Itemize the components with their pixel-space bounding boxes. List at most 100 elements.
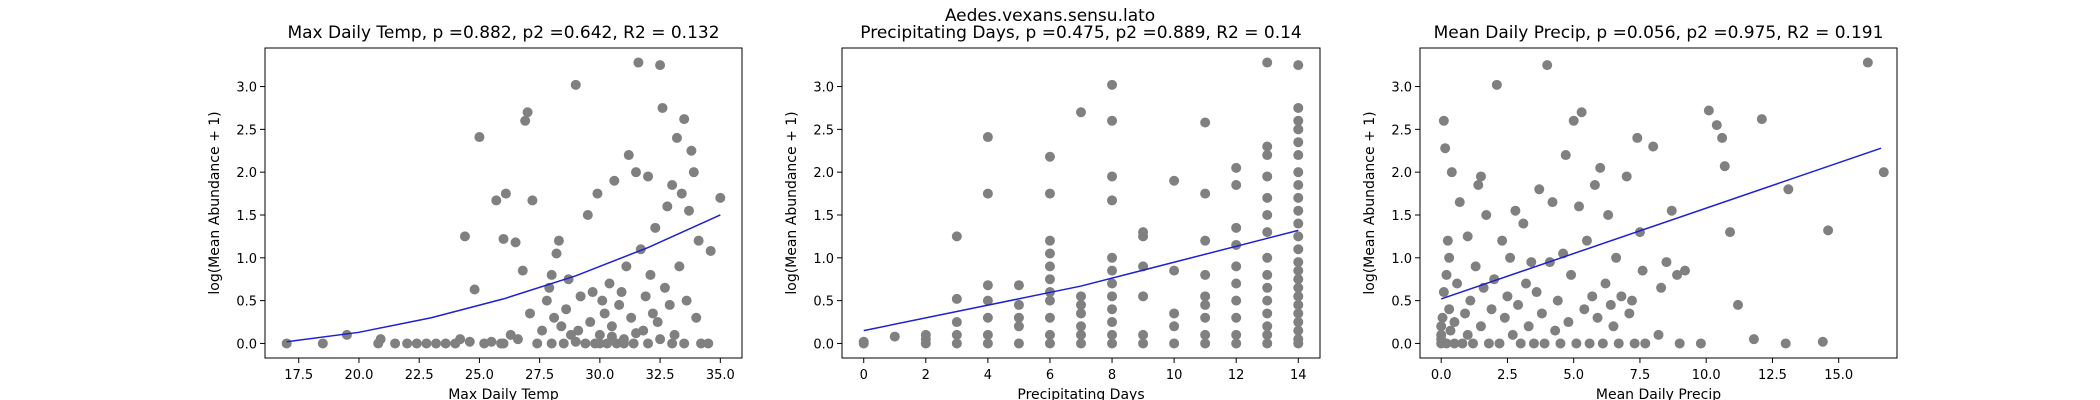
scatter-point [715, 192, 726, 203]
scatter-point [650, 222, 661, 233]
scatter-point [693, 235, 704, 246]
scatter-point [1169, 321, 1180, 332]
scatter-point [664, 299, 675, 310]
scatter-point [1587, 291, 1598, 302]
scatter-point [1449, 317, 1460, 328]
scatter-point [1293, 205, 1304, 216]
scatter-point [626, 312, 637, 323]
scatter-point [1044, 248, 1055, 259]
scatter-point [1231, 295, 1242, 306]
x-tick-label: 2.5 [1497, 368, 1518, 383]
x-tick-label: 7.5 [1630, 368, 1651, 383]
scatter-point [1878, 167, 1889, 178]
scatter-point [1293, 244, 1304, 255]
scatter-point [1107, 265, 1118, 276]
scatter-point [549, 312, 560, 323]
scatter-point [1862, 57, 1873, 68]
axes-frame [264, 47, 743, 359]
figure-suptitle: Aedes.vexans.sensu.lato [945, 6, 1155, 26]
scatter-point [1231, 162, 1242, 173]
scatter-point [1462, 231, 1473, 242]
scatter-point [1449, 338, 1460, 349]
x-tick-label: 12.5 [1758, 368, 1787, 383]
scatter-point [1293, 150, 1304, 161]
x-tick-label: 0.0 [1431, 368, 1452, 383]
scatter-point [1475, 321, 1486, 332]
scatter-point [1445, 325, 1456, 336]
scatter-point [1656, 282, 1667, 293]
scatter-point [585, 317, 596, 328]
scatter-point [1231, 338, 1242, 349]
scatter-point [1293, 257, 1304, 268]
scatter-point [498, 338, 509, 349]
scatter-point [1444, 304, 1455, 315]
scatter-point [633, 57, 644, 68]
scatter-point [1486, 304, 1497, 315]
scatter-point [643, 171, 654, 182]
scatter-point [1521, 278, 1531, 289]
scatter-point [1552, 295, 1563, 306]
scatter-point [1013, 280, 1024, 291]
scatter-point [982, 295, 993, 306]
scatter-point [951, 317, 962, 328]
scatter-point [1076, 308, 1086, 319]
scatter-point [1293, 231, 1304, 242]
scatter-point [659, 282, 670, 293]
scatter-point [657, 102, 668, 113]
scatter-point [1169, 175, 1180, 186]
scatter-point [1262, 295, 1273, 306]
scatter-point [1444, 252, 1455, 263]
scatter-point [561, 304, 572, 315]
scatter-point [684, 205, 694, 216]
scatter-point [1600, 278, 1611, 289]
scatter-point [1293, 192, 1304, 203]
scatter-point [1457, 338, 1468, 349]
scatter-point [1231, 222, 1242, 233]
scatter-point [1293, 60, 1304, 71]
scatter-point [1780, 338, 1791, 349]
scatter-point [592, 188, 603, 199]
scatter-point [1502, 291, 1513, 302]
y-tick-label: 1.5 [1391, 209, 1412, 224]
scatter-point [1169, 265, 1180, 276]
scatter-point [1200, 235, 1211, 246]
x-tick-label: 2 [922, 368, 930, 383]
y-tick-label: 3.0 [1391, 81, 1412, 96]
scatter-point [1437, 312, 1448, 323]
x-tick-label: 25.0 [465, 368, 494, 383]
scatter-point [1648, 141, 1659, 152]
scatter-point [1597, 338, 1608, 349]
scatter-point [546, 338, 557, 349]
scatter-point [546, 269, 557, 280]
scatter-point [1107, 317, 1118, 328]
scatter-point [1513, 299, 1524, 310]
scatter-point [517, 265, 528, 276]
scatter-point [691, 312, 702, 323]
scatter-point [652, 317, 663, 328]
scatter-point [1719, 161, 1730, 172]
subplots: 17.5 20.0 22.5 25.0 27.5 30.0 32.5 35.00.00.51.… [207, 23, 1898, 400]
scatter-point [1293, 115, 1304, 126]
scatter-point [1446, 167, 1457, 178]
x-tick-label: 15.0 [1824, 368, 1853, 383]
scatter-point [1262, 209, 1273, 220]
scatter-point [951, 329, 962, 340]
scatter-point [1661, 257, 1672, 268]
y-tick-label: 0.0 [1391, 337, 1412, 352]
scatter-point [1452, 278, 1463, 289]
scatter-point [1438, 287, 1449, 298]
scatter-point [464, 336, 475, 347]
scatter-point [1436, 329, 1447, 340]
scatter-points [281, 57, 726, 349]
scatter-point [510, 237, 521, 248]
scatter-point [606, 321, 617, 332]
scatter-point [951, 338, 962, 349]
scatter-point [1200, 299, 1211, 310]
scatter-point [1637, 265, 1648, 276]
scatter-point [1632, 132, 1643, 143]
scatter-point [594, 329, 605, 340]
scatter-point [1293, 274, 1304, 285]
scatter-point [1013, 299, 1024, 310]
scatter-point [597, 295, 608, 306]
scatter-point [643, 338, 654, 349]
